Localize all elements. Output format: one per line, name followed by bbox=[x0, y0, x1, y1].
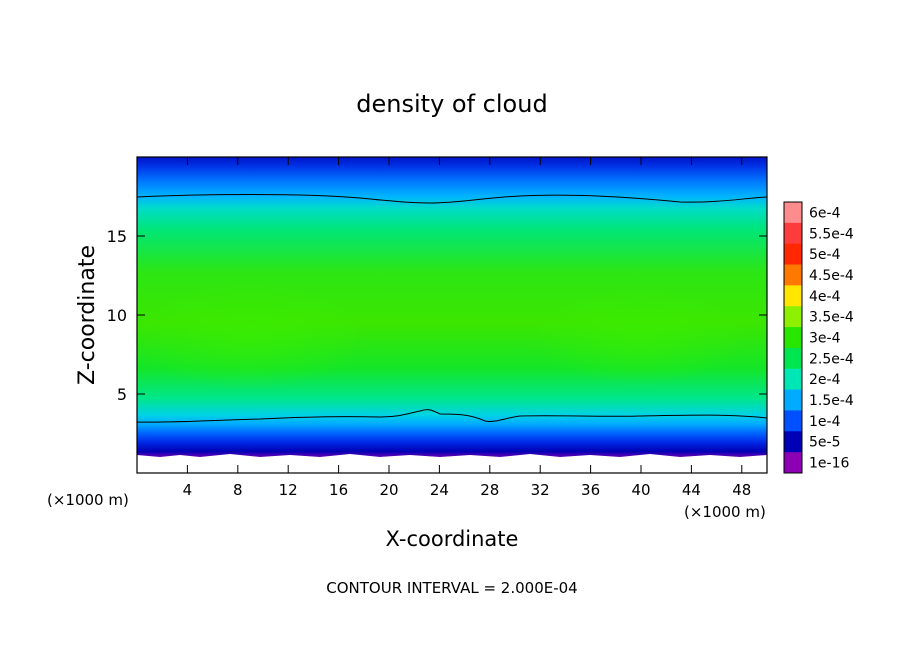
colorbar-swatch bbox=[784, 347, 802, 370]
colorbar-swatch bbox=[784, 243, 802, 266]
colorbar-label: 5e-5 bbox=[809, 435, 840, 451]
colorbar-swatch bbox=[784, 202, 802, 224]
y-tick-label: 10 bbox=[107, 306, 127, 325]
y-ticks: 5 10 15 bbox=[107, 227, 767, 404]
colorbar-swatch bbox=[784, 389, 802, 411]
colorbar-label: 6e-4 bbox=[809, 205, 841, 221]
colorbar-label: 2.5e-4 bbox=[809, 351, 854, 367]
colorbar-swatch bbox=[784, 368, 802, 391]
colorbar-label: 5e-4 bbox=[809, 247, 841, 263]
x-tick-label: 8 bbox=[233, 481, 243, 499]
y-axis-label: Z-coordinate bbox=[75, 245, 100, 385]
x-tick-label: 28 bbox=[480, 481, 499, 499]
colorbar-swatch bbox=[784, 410, 802, 432]
density-blob-left bbox=[130, 280, 370, 390]
colorbar-label: 5.5e-4 bbox=[809, 226, 854, 242]
x-tick-label: 24 bbox=[430, 481, 449, 499]
x-tick-label: 44 bbox=[682, 481, 701, 499]
x-tick-label: 16 bbox=[329, 481, 348, 499]
x-tick-label: 48 bbox=[732, 481, 751, 499]
chart-title: density of cloud bbox=[356, 90, 547, 118]
colorbar-frame bbox=[783, 201, 803, 474]
colorbar-label: 1e-4 bbox=[809, 414, 841, 430]
colorbar: 6e-4 5.5e-4 5e-4 4.5e-4 4e-4 3.5e-4 3e-4 2.5e-4… bbox=[783, 201, 854, 474]
colorbar-swatch bbox=[784, 306, 802, 328]
density-blob-right bbox=[530, 285, 750, 385]
colorbar-label: 3e-4 bbox=[809, 331, 841, 347]
surface-undefined-region bbox=[137, 454, 767, 459]
y-tick-label: 5 bbox=[117, 385, 127, 404]
colorbar-label: 2e-4 bbox=[809, 372, 841, 388]
colorbar-label: 1e-16 bbox=[809, 456, 849, 472]
colorbar-label: 4e-4 bbox=[809, 289, 841, 305]
contour-line-upper bbox=[136, 194, 768, 204]
contour-line-lower bbox=[136, 409, 768, 423]
x-ticks: 4 8 12 16 20 24 28 32 36 40 44 48 bbox=[183, 157, 751, 499]
colorbar-label: 3.5e-4 bbox=[809, 310, 854, 326]
colorbar-label: 4.5e-4 bbox=[809, 268, 854, 284]
colorbar-swatch bbox=[784, 285, 802, 307]
x-tick-label: 36 bbox=[581, 481, 600, 499]
colorbar-label: 1.5e-4 bbox=[809, 393, 854, 409]
colorbar-swatch bbox=[784, 431, 802, 453]
x-tick-label: 4 bbox=[183, 481, 193, 499]
y-tick-label: 15 bbox=[107, 227, 127, 246]
x-tick-label: 20 bbox=[379, 481, 398, 499]
x-tick-label: 40 bbox=[631, 481, 650, 499]
x-tick-label: 12 bbox=[279, 481, 298, 499]
colorbar-swatch bbox=[784, 264, 802, 286]
colorbar-swatch bbox=[784, 452, 802, 474]
x-axis-label: X-coordinate bbox=[386, 527, 519, 551]
x-tick-label: 32 bbox=[531, 481, 550, 499]
colorbar-swatch bbox=[784, 222, 802, 245]
ground-strip bbox=[137, 459, 767, 473]
contour-interval-note: CONTOUR INTERVAL = 2.000E-04 bbox=[326, 579, 577, 597]
x-unit-right: (×1000 m) bbox=[684, 503, 766, 521]
x-unit-left: (×1000 m) bbox=[47, 491, 129, 509]
colorbar-swatch bbox=[784, 327, 802, 349]
